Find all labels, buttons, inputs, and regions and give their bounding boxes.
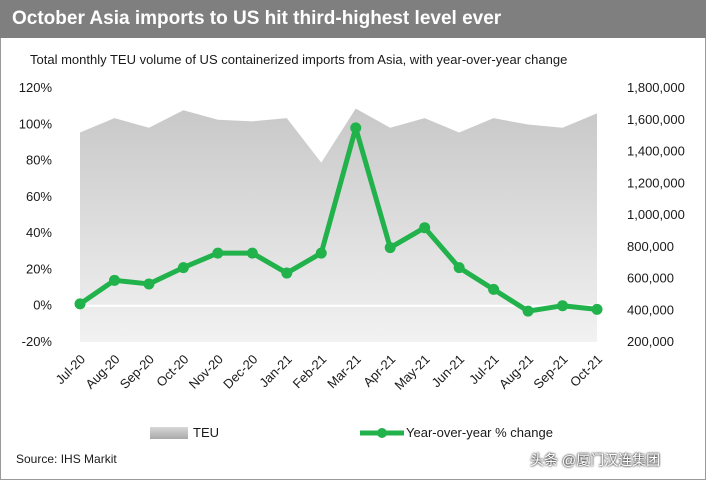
yoy-point (557, 300, 569, 312)
yoy-line (78, 125, 598, 314)
legend-yoy-label: Year-over-year % change (406, 425, 553, 440)
x-tick-label: Sep-20 (117, 352, 157, 392)
legend-teu-label: TEU (193, 425, 219, 440)
yoy-point (591, 303, 603, 315)
x-tick-label: Jun-21 (429, 352, 468, 391)
x-tick-label: Aug-20 (82, 352, 122, 392)
y-right-tick-label: 1,000,000 (627, 207, 685, 222)
yoy-point (419, 222, 431, 234)
x-tick-label: Aug-21 (496, 352, 536, 392)
y-right-tick-label: 800,000 (627, 239, 674, 254)
chart-subtitle: Total monthly TEU volume of US container… (30, 52, 568, 67)
y-left-tick-label: 40% (26, 225, 52, 240)
yoy-point (453, 262, 465, 274)
yoy-point (522, 305, 534, 317)
yoy-point (315, 247, 327, 259)
x-tick-label: Nov-20 (186, 352, 226, 392)
y-right-tick-label: 1,800,000 (627, 80, 685, 95)
yoy-point (143, 278, 155, 290)
yoy-point (246, 247, 258, 259)
y-left-tick-label: -20% (22, 334, 53, 349)
source-note: Source: IHS Markit (16, 452, 117, 466)
y-right-tick-label: 600,000 (627, 271, 674, 286)
x-tick-label: Oct-20 (153, 352, 191, 390)
yoy-point (177, 262, 189, 274)
watermark: 头条 @厦门汉连集团 (530, 452, 661, 468)
x-tick-label: Mar-21 (324, 352, 364, 392)
y-left-tick-label: 100% (19, 116, 53, 131)
legend-teu-swatch (150, 427, 188, 439)
yoy-point (350, 122, 362, 134)
x-tick-label: Jan-21 (256, 352, 295, 391)
x-tick-label: Oct-21 (567, 352, 605, 390)
yoy-point (384, 242, 396, 254)
y-right-tick-label: 1,600,000 (627, 112, 685, 127)
y-left-tick-label: 80% (26, 153, 52, 168)
teu-area (80, 108, 597, 342)
y-right-tick-label: 400,000 (627, 302, 674, 317)
yoy-point (488, 283, 500, 295)
y-left-tick-label: 0% (33, 298, 52, 313)
yoy-point (74, 298, 86, 310)
header-bar: October Asia imports to US hit third-hig… (0, 0, 706, 38)
y-right-tick-label: 1,400,000 (627, 144, 685, 159)
x-tick-label: Feb-21 (290, 352, 330, 392)
y-left-tick-label: 60% (26, 189, 52, 204)
y-right-tick-label: 200,000 (627, 334, 674, 349)
x-tick-label: Dec-20 (220, 352, 260, 392)
y-right-tick-label: 1,200,000 (627, 175, 685, 190)
yoy-point (108, 274, 120, 286)
y-left-tick-label: 20% (26, 261, 52, 276)
page-title: October Asia imports to US hit third-hig… (12, 8, 502, 29)
x-tick-label: May-21 (392, 352, 433, 393)
legend-yoy-swatch (360, 428, 404, 438)
y-left-tick-label: 120% (19, 80, 53, 95)
yoy-point (281, 267, 293, 279)
yoy-point (212, 247, 224, 259)
x-tick-label: Sep-21 (530, 352, 570, 392)
